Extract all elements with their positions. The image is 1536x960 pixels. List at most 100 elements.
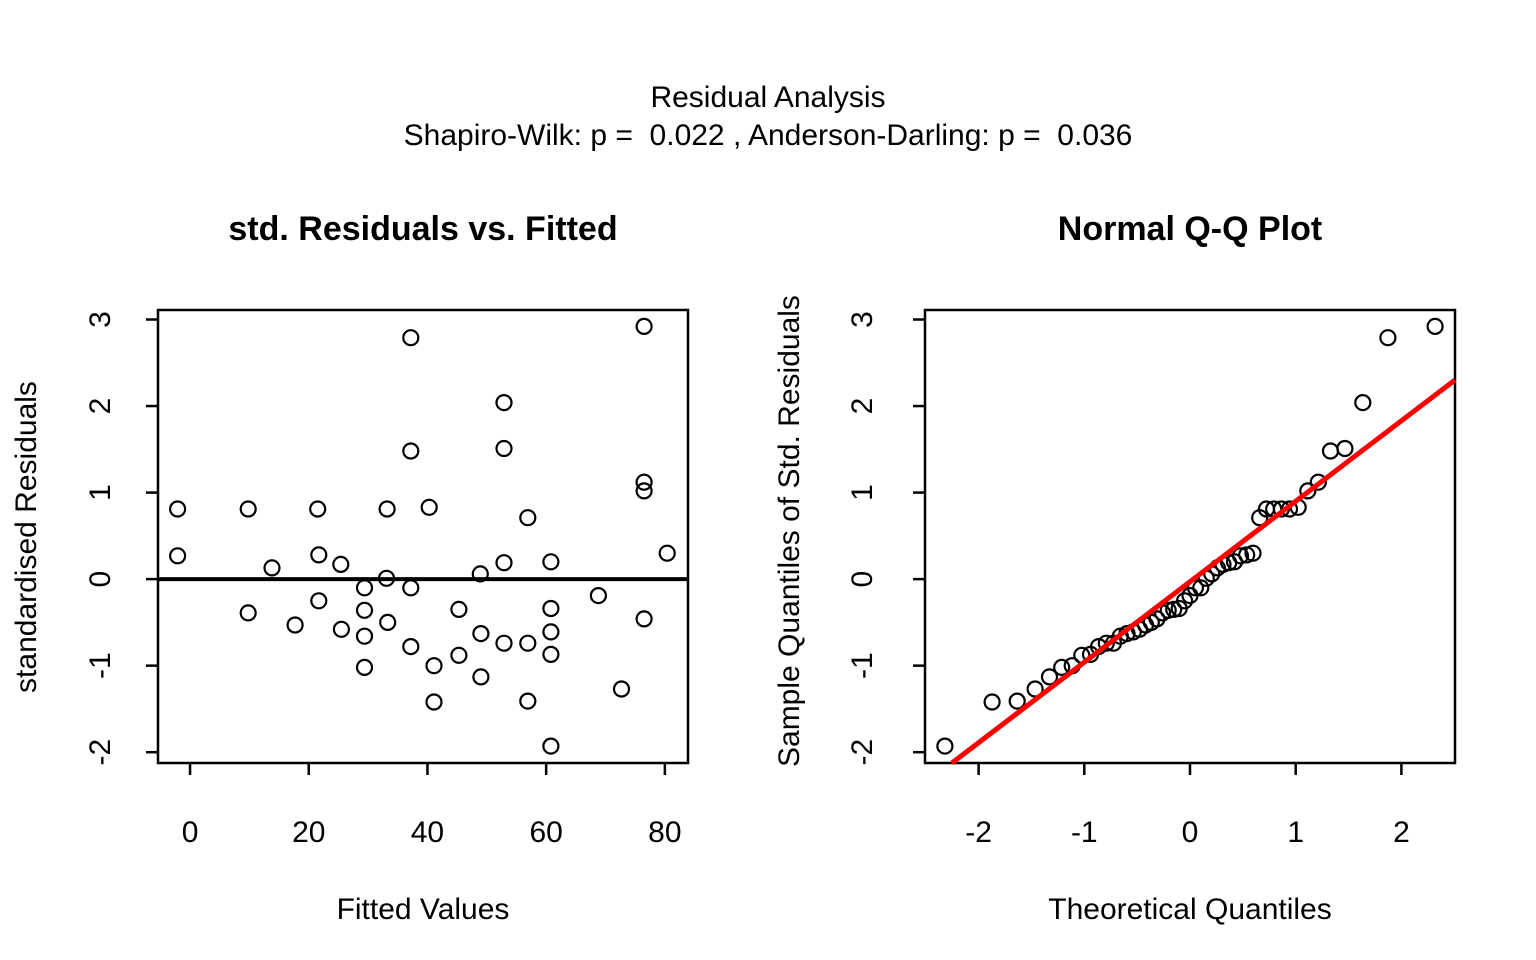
data-point <box>450 600 468 619</box>
data-point <box>402 329 420 347</box>
y-tick-label: 1 <box>846 484 879 501</box>
residuals-vs-fitted-plot: 0 20 40 60 80 -2 -1 0 1 2 3 <box>84 308 690 849</box>
data-point <box>425 657 443 675</box>
right-plot-xaxis-label: Theoretical Quantiles <box>1048 893 1332 926</box>
data-point <box>589 586 608 605</box>
data-point <box>1053 658 1071 677</box>
data-point <box>519 692 537 710</box>
data-point <box>983 693 1001 711</box>
data-point <box>471 565 489 583</box>
y-tick-label: 0 <box>846 571 879 588</box>
data-point <box>310 546 328 564</box>
y-tick-label: -1 <box>84 652 117 679</box>
data-point <box>495 634 513 652</box>
data-point <box>425 693 443 711</box>
data-point <box>309 500 327 518</box>
x-tick-label: 20 <box>292 816 325 849</box>
x-tick-label: 2 <box>1393 816 1410 849</box>
data-point <box>495 439 513 458</box>
data-point <box>635 610 653 628</box>
data-point <box>378 500 396 518</box>
right-plot-title: Normal Q-Q Plot <box>1057 210 1323 248</box>
data-point <box>472 624 490 643</box>
data-point <box>658 544 676 562</box>
data-point <box>1097 634 1115 652</box>
figure-subtitle: Shapiro-Wilk: p = 0.022 , Anderson-Darli… <box>403 119 1133 152</box>
qq-reference-line <box>950 378 1457 765</box>
data-point <box>519 509 537 527</box>
data-point <box>332 620 350 638</box>
data-point <box>495 394 513 412</box>
data-point <box>495 554 513 572</box>
data-point <box>420 498 438 516</box>
data-point <box>1244 544 1262 562</box>
y-tick-label: -2 <box>84 739 117 766</box>
x-tick-label: 0 <box>182 816 199 849</box>
y-tick-label: -2 <box>846 739 879 766</box>
data-point <box>286 616 304 634</box>
y-tick-label: 3 <box>846 311 879 328</box>
data-point <box>379 613 397 632</box>
data-point <box>1336 439 1354 458</box>
data-point <box>332 555 350 574</box>
data-point <box>542 553 560 571</box>
data-point <box>1231 547 1250 565</box>
data-point <box>402 637 420 656</box>
data-point <box>239 500 257 518</box>
data-point <box>1026 680 1044 698</box>
data-point <box>542 737 560 755</box>
x-tick-label: 80 <box>648 816 681 849</box>
data-point <box>1309 473 1327 491</box>
data-point <box>263 559 281 577</box>
data-point <box>542 623 560 641</box>
data-point <box>169 500 187 518</box>
data-point <box>472 668 490 686</box>
data-point <box>355 601 374 619</box>
data-point <box>542 599 560 618</box>
data-point <box>355 658 374 677</box>
y-tick-label: -1 <box>846 652 879 679</box>
data-point <box>635 473 653 491</box>
data-point <box>402 579 420 597</box>
data-point <box>1426 317 1444 335</box>
x-tick-label: -1 <box>1071 816 1098 849</box>
data-point <box>310 592 328 610</box>
plot-box <box>923 308 1457 765</box>
data-point <box>1175 592 1194 610</box>
data-point <box>1321 442 1340 460</box>
data-point <box>1299 482 1317 500</box>
x-tick-label: 60 <box>529 816 562 849</box>
data-point <box>519 634 537 652</box>
data-point <box>635 317 653 335</box>
data-point <box>1008 692 1026 710</box>
data-point <box>402 442 420 460</box>
left-plot-xaxis-label: Fitted Values <box>336 893 510 926</box>
data-point <box>1040 668 1059 686</box>
plot-box <box>156 308 690 765</box>
data-point <box>1192 579 1210 597</box>
x-tick-label: -2 <box>965 816 992 849</box>
data-point <box>355 627 374 645</box>
data-point <box>355 579 374 597</box>
figure-title: Residual Analysis <box>650 81 886 114</box>
data-point <box>612 680 631 698</box>
left-plot-title: std. Residuals vs. Fitted <box>228 210 618 248</box>
y-tick-label: 0 <box>84 571 117 588</box>
x-tick-label: 1 <box>1287 816 1304 849</box>
x-tick-label: 40 <box>411 816 444 849</box>
y-tick-label: 1 <box>84 484 117 501</box>
y-tick-label: 3 <box>84 311 117 328</box>
data-point <box>1354 394 1372 412</box>
data-point <box>1379 329 1397 347</box>
data-point <box>169 547 187 565</box>
data-point <box>936 737 954 755</box>
data-point <box>542 645 560 664</box>
data-point <box>239 604 257 622</box>
y-tick-label: 2 <box>84 398 117 415</box>
data-point <box>635 482 653 500</box>
data-point <box>450 646 468 664</box>
normal-qq-plot: -2 -1 0 1 2 -2 -1 0 1 2 3 <box>846 308 1457 849</box>
data-point <box>1148 610 1166 628</box>
